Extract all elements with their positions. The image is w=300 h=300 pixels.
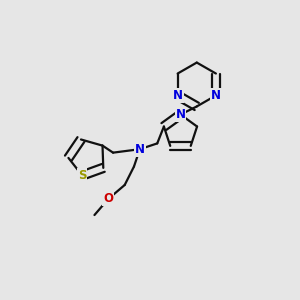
Text: N: N xyxy=(176,108,185,121)
Text: N: N xyxy=(211,89,221,102)
Text: S: S xyxy=(78,169,86,182)
Text: N: N xyxy=(172,89,183,102)
Text: O: O xyxy=(103,192,113,206)
Text: N: N xyxy=(135,143,145,156)
